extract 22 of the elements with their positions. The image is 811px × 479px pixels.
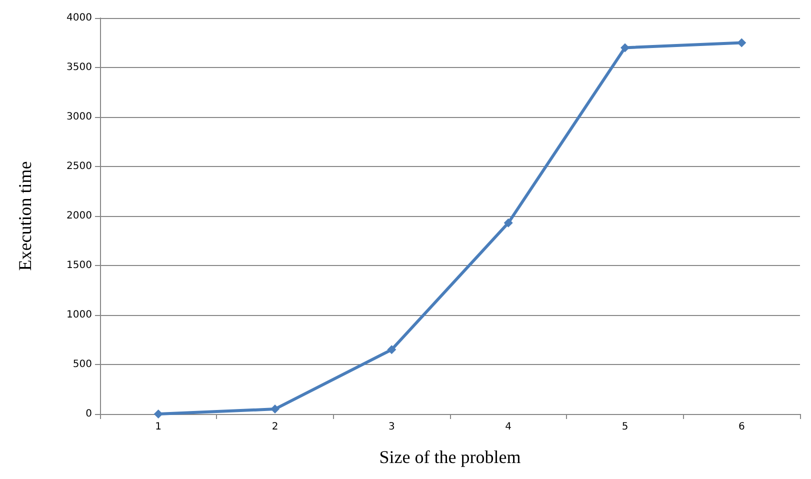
point	[620, 43, 630, 52]
point	[504, 218, 513, 228]
y-tick-label: 0	[86, 408, 92, 420]
x-tick-label: 5	[622, 422, 628, 432]
y-tick-label: 2500	[66, 161, 92, 172]
y-tick-label: 3500	[66, 62, 92, 73]
y-tick-label: 1000	[66, 310, 92, 320]
y-tick-label: 500	[72, 359, 92, 370]
y-tick-label: 3000	[66, 112, 92, 122]
x-axis-title: Size of the problem	[379, 447, 521, 467]
x-tick-label: 6	[738, 422, 745, 432]
x-tick-label: 3	[388, 422, 395, 432]
x-tick-label: 4	[505, 422, 512, 432]
y-tick-label: 4000	[66, 12, 92, 24]
point	[270, 404, 280, 414]
y-tick-label: 2000	[66, 210, 92, 222]
x-tick-label: 2	[272, 422, 278, 432]
y-axis-title: Execution time	[15, 161, 35, 271]
x-tick-label: 1	[155, 422, 162, 432]
y-tick-label: 1500	[66, 260, 92, 271]
point	[387, 345, 396, 354]
point	[154, 410, 163, 418]
